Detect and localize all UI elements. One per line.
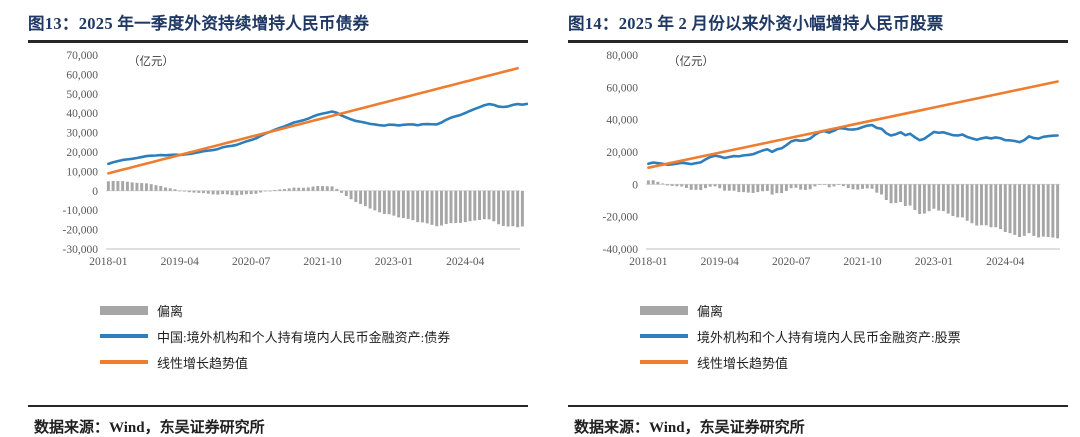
figure-13-title-rule: [28, 40, 528, 43]
series-line: [107, 66, 519, 175]
legend-label-trend: 线性增长趋势值: [697, 355, 789, 371]
y-axis-tick-label: 30,000: [66, 128, 98, 140]
deviation-bars: [106, 180, 524, 228]
figure-panel-14: 图14：2025 年 2 月份以来外资小幅增持人民币股票 （亿元） 80,000 6…: [540, 0, 1080, 437]
y-axis-tick-label: 80,000: [606, 50, 638, 62]
y-axis-tick-label: 20,000: [66, 147, 98, 159]
x-axis-tick-label: 2021-10: [843, 256, 882, 268]
legend-item-deviation[interactable]: 偏离: [640, 297, 1068, 323]
y-axis-unit-label: （亿元）: [668, 55, 714, 68]
y-axis-tick-label: 0: [632, 179, 638, 191]
y-axis-tick-label: -20,000: [63, 225, 99, 237]
y-axis-tick-label: -20,000: [603, 212, 639, 224]
x-axis-tick-label: 2018-01: [89, 256, 128, 268]
legend-label-trend: 线性增长趋势值: [157, 355, 249, 371]
series-line: [107, 102, 528, 166]
legend-label-equity-holdings: 境外机构和个人持有境内人民币金融资产:股票: [697, 329, 961, 345]
y-axis-unit-label: （亿元）: [128, 55, 174, 68]
x-axis-tick-label: 2019-04: [701, 256, 740, 268]
legend-item-equity-holdings[interactable]: 境外机构和个人持有境内人民币金融资产:股票: [640, 323, 1068, 349]
x-axis-tick-label: 2023-01: [915, 256, 954, 268]
y-axis-tick-label: -10,000: [63, 205, 99, 217]
x-axis-tick-label: 2023-01: [375, 256, 414, 268]
y-axis-tick-label: -30,000: [63, 244, 99, 256]
legend-swatch-orange-line-icon: [100, 360, 148, 364]
legend-swatch-bar-icon: [640, 305, 688, 315]
figure-14-legend: 偏离 境外机构和个人持有境内人民币金融资产:股票 线性增长趋势值: [568, 293, 1068, 375]
y-axis-tick-label: 60,000: [66, 69, 98, 81]
y-axis-tick-label: 70,000: [66, 50, 98, 62]
y-axis-tick-label: 40,000: [66, 108, 98, 120]
legend-label-bond-holdings: 中国:境外机构和个人持有境内人民币金融资产:债券: [157, 329, 451, 345]
x-axis-tick-label: 2020-07: [232, 256, 271, 268]
legend-swatch-bar-icon: [100, 305, 148, 315]
figure-14-footer: 数据来源：Wind，东吴证券研究所: [568, 404, 1068, 437]
figure-13-footer: 数据来源：Wind，东吴证券研究所: [28, 404, 528, 437]
y-axis-tick-label: 10,000: [66, 166, 98, 178]
x-axis-tick-label: 2021-10: [303, 256, 342, 268]
y-axis-tick-label: 50,000: [66, 89, 98, 101]
figure-14-title-rule: [568, 40, 1068, 43]
figure-14-source: 数据来源：Wind，东吴证券研究所: [574, 420, 805, 436]
x-axis-tick-label: 2018-01: [629, 256, 668, 268]
series-line: [647, 80, 1059, 169]
y-axis-tick-label: 60,000: [606, 82, 638, 94]
x-axis-tick-label: 2019-04: [161, 256, 200, 268]
series-line: [647, 123, 1059, 167]
y-axis-tick-label: 20,000: [606, 147, 638, 159]
legend-swatch-orange-line-icon: [640, 360, 688, 364]
legend-label-deviation: 偏离: [697, 303, 724, 319]
figure-14-title: 图14：2025 年 2 月份以来外资小幅增持人民币股票: [568, 14, 944, 33]
x-axis-tick-label: 2024-04: [986, 256, 1025, 268]
x-axis-tick-label: 2024-04: [446, 256, 485, 268]
x-axis-tick-label: 2020-07: [772, 256, 811, 268]
figure-14-plot-svg: （亿元） 80,000 60,000 40,000 20,000 0 -20,000 -40,…: [603, 50, 1060, 268]
figure-13-chart: （亿元） 70,000 60,000 50,000 40,000 30,000 20,000…: [28, 43, 528, 293]
y-axis-tick-label: -40,000: [603, 244, 639, 256]
deviation-bars: [646, 180, 1060, 239]
legend-swatch-blue-line-icon: [100, 334, 148, 338]
legend-item-deviation[interactable]: 偏离: [100, 297, 528, 323]
figure-13-title: 图13：2025 年一季度外资持续增持人民币债券: [28, 14, 370, 33]
figure-panel-13: 图13：2025 年一季度外资持续增持人民币债券 （亿元） 70,000 60,00…: [28, 14, 528, 437]
legend-item-trend[interactable]: 线性增长趋势值: [100, 349, 528, 375]
figure-13-plot-svg: （亿元） 70,000 60,000 50,000 40,000 30,000 20,000…: [63, 50, 528, 268]
legend-item-bond-holdings[interactable]: 中国:境外机构和个人持有境内人民币金融资产:债券: [100, 323, 528, 349]
legend-item-trend[interactable]: 线性增长趋势值: [640, 349, 1068, 375]
figure-13-source: 数据来源：Wind，东吴证券研究所: [34, 420, 265, 436]
figure-14-chart: （亿元） 80,000 60,000 40,000 20,000 0 -20,000 -40,…: [568, 43, 1068, 293]
figure-13-footer-rule: [28, 404, 528, 407]
figure-13-legend: 偏离 中国:境外机构和个人持有境内人民币金融资产:债券 线性增长趋势值: [28, 293, 528, 375]
legend-swatch-blue-line-icon: [640, 334, 688, 338]
legend-label-deviation: 偏离: [157, 303, 184, 319]
y-axis-tick-label: 40,000: [606, 115, 638, 127]
figure-14-footer-rule: [568, 404, 1068, 407]
y-axis-tick-label: 0: [92, 186, 98, 198]
